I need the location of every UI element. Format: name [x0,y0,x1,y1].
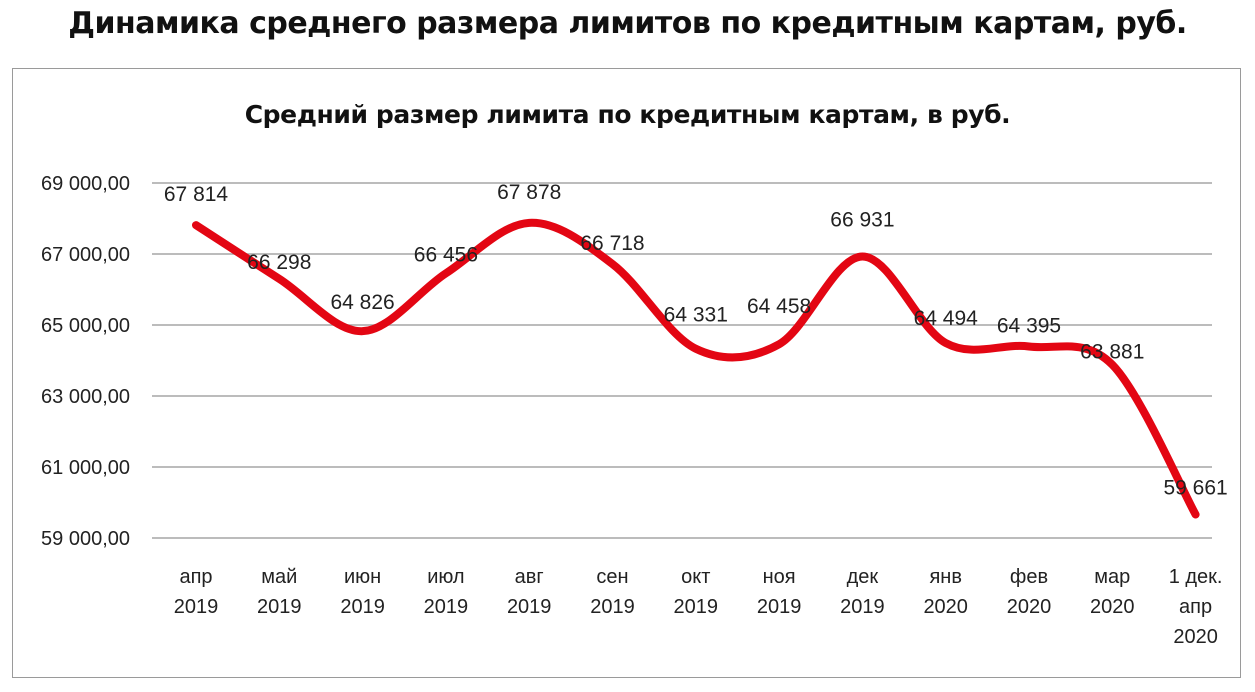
x-tick-label: фев [1010,566,1048,588]
data-label: 67 878 [497,181,561,204]
y-axis-ticks: 59 000,00 61 000,00 63 000,00 65 000,00 67 0… [41,173,130,550]
data-label: 67 814 [164,183,229,206]
x-tick-label: 2020 [923,596,968,618]
x-tick-label: 2019 [340,596,385,618]
data-label: 66 718 [580,232,644,255]
data-label: 66 456 [414,243,478,266]
series-line-group [192,218,1200,519]
x-tick-label: окт [681,566,710,588]
x-tick-label: 2020 [1173,626,1218,648]
x-tick-label: 2020 [1090,596,1135,618]
data-label: 66 298 [247,251,311,274]
y-tick-label: 63 000,00 [41,386,130,408]
chart-title: Средний размер лимита по кредитным карта… [244,100,1011,129]
data-label: 64 458 [747,295,811,318]
x-tick-label: дек [847,566,879,588]
x-tick-label: июл [427,566,464,588]
x-tick-label: 2019 [840,596,885,618]
data-label: 64 494 [914,307,979,330]
data-label: 64 331 [664,304,728,327]
data-labels: 67 814 66 298 64 826 66 456 67 878 66 718 64 3… [164,181,1228,500]
y-tick-label: 59 000,00 [41,528,130,550]
data-label: 63 881 [1080,341,1144,364]
x-axis-ticks: апр 2019 май 2019 июн 2019 июл 2019 авг 2019 сен 20… [174,566,1223,648]
y-tick-label: 61 000,00 [41,457,130,479]
grid-lines [152,182,1212,539]
data-label: 59 661 [1163,477,1227,500]
x-tick-label: авг [515,566,544,588]
y-tick-label: 69 000,00 [41,173,130,195]
x-tick-label: 2019 [507,596,552,618]
y-tick-label: 67 000,00 [41,244,130,266]
x-tick-label: 2019 [174,596,219,618]
x-tick-label: 2019 [424,596,469,618]
x-tick-label: 2019 [757,596,802,618]
x-tick-label: апр [179,566,212,588]
series-line [192,218,1200,519]
x-tick-label: янв [929,566,962,588]
x-tick-label: май [261,566,297,588]
x-tick-label: ноя [763,566,796,588]
data-label: 66 931 [830,208,894,231]
x-tick-label: 2019 [590,596,635,618]
data-label: 64 826 [330,291,394,314]
page-title: Динамика среднего размера лимитов по кре… [68,6,1187,41]
data-label: 64 395 [997,314,1061,337]
x-tick-label: мар [1094,566,1130,588]
chart-frame [12,68,1241,678]
x-tick-label: 2019 [674,596,719,618]
x-tick-label: 2020 [1007,596,1052,618]
y-tick-label: 65 000,00 [41,315,130,337]
x-tick-label: 2019 [257,596,302,618]
x-tick-label: сен [596,566,628,588]
x-tick-label: апр [1179,596,1212,618]
x-tick-label: июн [344,566,381,588]
x-tick-label: 1 дек. [1169,566,1223,588]
